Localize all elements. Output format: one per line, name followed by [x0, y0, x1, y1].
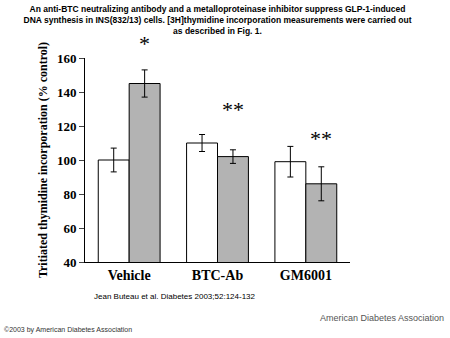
svg-text:BTC-Ab: BTC-Ab: [192, 268, 244, 283]
svg-text:100: 100: [57, 153, 77, 168]
svg-text:60: 60: [63, 221, 76, 236]
svg-text:©2003 by American Diabetes Ass: ©2003 by American Diabetes Association: [4, 326, 132, 334]
svg-text:GM6001: GM6001: [280, 268, 332, 283]
svg-text:**: **: [310, 126, 332, 151]
svg-text:An anti-BTC neutralizing antib: An anti-BTC neutralizing antibody and a …: [24, 4, 412, 36]
svg-text:*: *: [139, 31, 150, 56]
svg-text:160: 160: [57, 51, 77, 66]
svg-text:Vehicle: Vehicle: [108, 268, 151, 283]
svg-text:American Diabetes Association: American Diabetes Association: [320, 313, 444, 323]
svg-text:80: 80: [63, 187, 76, 202]
svg-text:Jean Buteau et al. Diabetes 20: Jean Buteau et al. Diabetes 2003;52:124-…: [94, 292, 256, 301]
svg-text:**: **: [222, 97, 244, 122]
svg-text:140: 140: [57, 85, 77, 100]
svg-text:40: 40: [63, 255, 76, 270]
svg-text:120: 120: [57, 119, 77, 134]
svg-text:Tritiated thymidine incorporat: Tritiated thymidine incorporation (% con…: [36, 42, 50, 278]
